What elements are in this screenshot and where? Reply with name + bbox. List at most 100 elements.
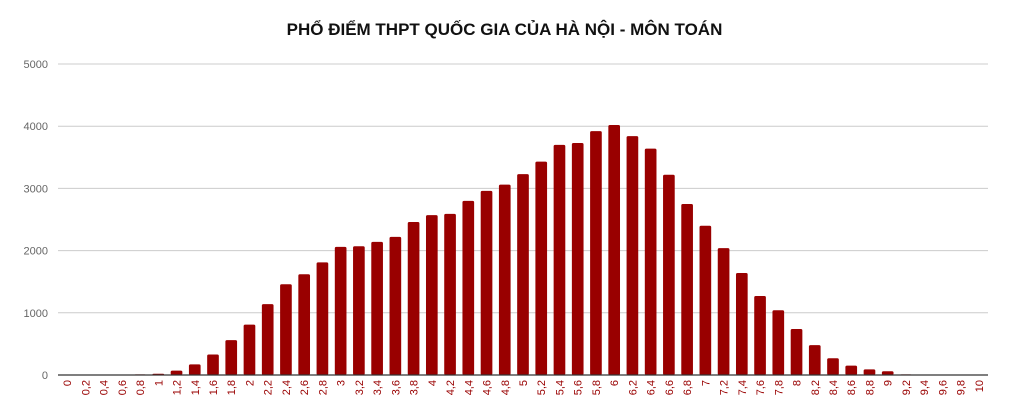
bar bbox=[790, 328, 803, 375]
x-tick-label: 9 bbox=[883, 380, 895, 386]
bar bbox=[389, 236, 402, 375]
x-tick-label: 9,4 bbox=[919, 380, 931, 395]
x-tick-label: 8,4 bbox=[828, 380, 840, 395]
x-tick-label: 3,4 bbox=[372, 380, 384, 395]
x-tick-label: 9,8 bbox=[956, 380, 968, 395]
bar bbox=[444, 213, 456, 375]
x-axis-ticks: 0 0,2 0,4 0,6 0,8 1 1,2 1,4 1,6 1,8 2 2,2 2,4 2,6 2,8 3… bbox=[62, 380, 986, 395]
bar bbox=[590, 131, 602, 375]
bar bbox=[298, 274, 311, 375]
y-tick-label: 5000 bbox=[24, 59, 48, 71]
x-tick-label: 0,8 bbox=[135, 380, 147, 395]
x-tick-label: 4 bbox=[427, 380, 439, 386]
x-tick-label: 3 bbox=[336, 380, 348, 386]
x-tick-label: 7,2 bbox=[719, 380, 731, 395]
bar bbox=[772, 310, 785, 375]
x-tick-label: 2,8 bbox=[317, 380, 329, 395]
bar bbox=[280, 284, 292, 375]
x-tick-label: 7,6 bbox=[755, 380, 767, 395]
bar bbox=[261, 304, 274, 375]
x-tick-label: 6,6 bbox=[664, 380, 676, 395]
y-tick-label: 3000 bbox=[24, 183, 48, 195]
x-tick-label: 0,4 bbox=[99, 380, 111, 395]
x-tick-label: 7 bbox=[700, 380, 712, 386]
x-tick-label: 9,2 bbox=[901, 380, 913, 395]
bar bbox=[425, 215, 438, 375]
y-tick-label: 2000 bbox=[24, 246, 48, 258]
x-tick-label: 7,4 bbox=[737, 380, 749, 395]
bar bbox=[480, 190, 493, 375]
x-tick-label: 1,4 bbox=[190, 380, 202, 395]
bar bbox=[571, 142, 584, 375]
x-tick-label: 6,8 bbox=[682, 380, 694, 395]
bar bbox=[207, 354, 219, 375]
x-tick-label: 6 bbox=[609, 380, 621, 386]
bar bbox=[754, 296, 766, 375]
x-tick-label: 1,8 bbox=[226, 380, 238, 395]
x-tick-label: 2,6 bbox=[299, 380, 311, 395]
bar bbox=[535, 161, 548, 375]
x-tick-label: 5,8 bbox=[591, 380, 603, 395]
x-tick-label: 7,8 bbox=[773, 380, 785, 395]
x-tick-label: 4,6 bbox=[482, 380, 494, 395]
x-tick-label: 0 bbox=[62, 380, 74, 386]
bar bbox=[553, 144, 566, 375]
bar bbox=[371, 241, 383, 375]
x-tick-label: 2,2 bbox=[263, 380, 275, 395]
x-tick-label: 5,6 bbox=[573, 380, 585, 395]
x-tick-label: 0,6 bbox=[117, 380, 129, 395]
x-tick-label: 4,4 bbox=[463, 380, 475, 395]
bar bbox=[663, 174, 675, 375]
x-tick-label: 5,2 bbox=[536, 380, 548, 395]
x-tick-label: 2,4 bbox=[281, 380, 293, 395]
x-tick-label: 5,4 bbox=[554, 380, 566, 395]
bar bbox=[170, 370, 183, 375]
x-tick-label: 1,6 bbox=[208, 380, 220, 395]
bar bbox=[699, 225, 712, 375]
bar bbox=[517, 174, 529, 375]
bar bbox=[188, 364, 201, 375]
y-tick-label: 4000 bbox=[24, 121, 48, 133]
y-axis-ticks: 0 1000 2000 3000 4000 5000 bbox=[24, 59, 48, 382]
x-tick-label: 5 bbox=[518, 380, 530, 386]
bar bbox=[735, 272, 748, 375]
x-tick-label: 8,6 bbox=[846, 380, 858, 395]
x-tick-label: 8 bbox=[792, 380, 804, 386]
x-tick-label: 4,8 bbox=[500, 380, 512, 395]
bar bbox=[316, 262, 329, 375]
x-tick-label: 9,6 bbox=[937, 380, 949, 395]
bar bbox=[845, 365, 858, 375]
bar bbox=[863, 369, 876, 375]
bar bbox=[225, 340, 238, 375]
bar bbox=[644, 148, 657, 375]
bar bbox=[808, 345, 821, 375]
bar bbox=[353, 246, 365, 375]
bar bbox=[334, 246, 347, 375]
bar bbox=[681, 203, 693, 375]
bar bbox=[243, 324, 256, 375]
bar bbox=[626, 136, 639, 375]
bar bbox=[407, 221, 420, 375]
x-tick-label: 8,8 bbox=[864, 380, 876, 395]
x-tick-label: 2 bbox=[244, 380, 256, 386]
x-tick-label: 6,4 bbox=[646, 380, 658, 395]
x-tick-label: 4,2 bbox=[445, 380, 457, 395]
x-tick-label: 3,8 bbox=[409, 380, 421, 395]
bar bbox=[608, 124, 621, 376]
x-tick-label: 6,2 bbox=[627, 380, 639, 395]
bar bbox=[462, 200, 475, 375]
bar bbox=[827, 358, 839, 375]
bar bbox=[717, 248, 730, 375]
x-tick-label: 10 bbox=[974, 380, 986, 392]
bars bbox=[134, 124, 912, 376]
bar bbox=[498, 184, 511, 375]
y-tick-label: 0 bbox=[42, 370, 48, 382]
chart-title: PHỔ ĐIỂM THPT QUỐC GIA CỦA HÀ NỘI - MÔN … bbox=[286, 20, 723, 39]
y-tick-label: 1000 bbox=[24, 308, 48, 320]
x-tick-label: 1,2 bbox=[172, 380, 184, 395]
x-tick-label: 8,2 bbox=[810, 380, 822, 395]
bar bbox=[881, 371, 894, 375]
x-tick-label: 0,2 bbox=[80, 380, 92, 395]
